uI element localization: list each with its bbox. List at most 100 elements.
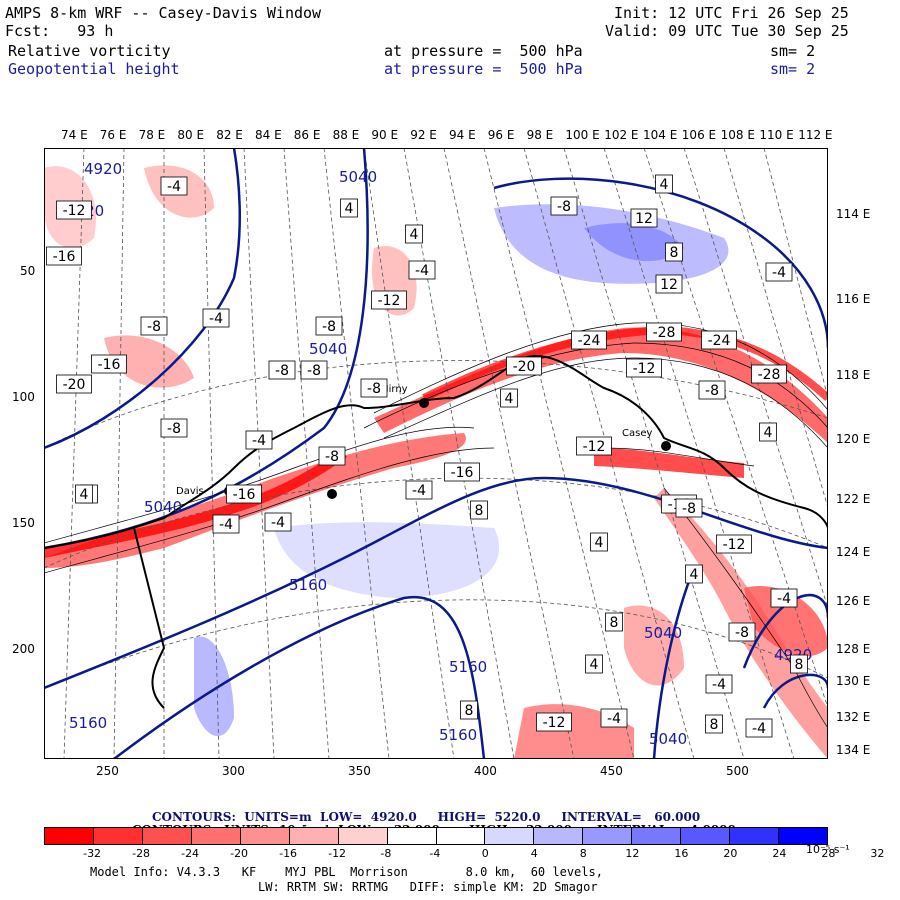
top-lon-label: 100 E: [565, 128, 600, 142]
right-lon-label: 118 E: [836, 368, 871, 382]
vorticity-label-box: [600, 708, 628, 728]
plot-title: AMPS 8-km WRF -- Casey-Davis Window: [5, 4, 322, 22]
vorticity-label: -4: [271, 515, 285, 531]
model-info-line1: Model Info: V4.3.3 KF MYJ PBL Morrison 8…: [90, 865, 603, 879]
vorticity-label-box: [698, 380, 726, 400]
height-label: 5040: [649, 730, 687, 748]
vorticity-label-box: [300, 360, 328, 380]
vorticity-label-box: [655, 174, 673, 194]
field2-sm: sm= 2: [770, 60, 816, 78]
vorticity-label-box: [315, 316, 343, 336]
top-lon-label: 112 E: [798, 128, 833, 142]
left-tick-label: 50: [20, 264, 36, 278]
height-label: 5160: [289, 576, 327, 594]
top-lon-label: 106 E: [681, 128, 717, 142]
vorticity-label: -24: [708, 333, 731, 349]
vorticity-label: 4: [80, 487, 89, 503]
bottom-tick-label: 350: [348, 764, 371, 778]
colorbar-swatch: [681, 828, 731, 844]
top-lon-label: 98 E: [526, 128, 554, 142]
vorticity-label: -8: [322, 319, 336, 335]
colorbar-label: -16: [279, 847, 298, 860]
station-label-casey: Casey: [622, 428, 652, 439]
colorbar-swatch: [338, 828, 388, 844]
colorbar: [44, 827, 828, 845]
vorticity-label-box: [605, 612, 623, 632]
vorticity-label: 4: [690, 567, 699, 583]
height-low: LOW= 4920.0: [320, 810, 417, 824]
vorticity-label-box: [91, 354, 127, 374]
vorticity-label-box: [360, 378, 388, 398]
coastline: [44, 355, 828, 709]
vorticity-contours: [44, 322, 828, 729]
height-label: 5040: [339, 168, 377, 186]
vorticity-label: 8: [475, 503, 484, 519]
top-lon-label: 86 E: [293, 128, 321, 142]
vorticity-label-box: [264, 512, 292, 532]
right-lon-label: 128 E: [836, 642, 871, 656]
right-lon-label: 116 E: [836, 292, 871, 306]
vorticity-label: -4: [712, 677, 726, 693]
vorticity-label: -8: [325, 449, 339, 465]
colorbar-label: 16: [674, 847, 689, 860]
height-label: 5160: [439, 726, 477, 744]
vorticity-label-box: [340, 198, 358, 218]
colorbar-label: -24: [181, 847, 200, 860]
vorticity-label: -8: [167, 421, 181, 437]
vorticity-label: -16: [53, 249, 76, 265]
vorticity-label: -12: [583, 439, 606, 455]
top-lon-label: 76 E: [99, 128, 127, 142]
top-lon-label: 78 E: [138, 128, 166, 142]
field2-level: at pressure = 500 hPa: [384, 60, 583, 78]
valid-time: Valid: 09 UTC Tue 30 Sep 25: [605, 22, 849, 40]
bottom-tick-label: 300: [222, 764, 245, 778]
left-tick-label: 100: [12, 390, 35, 404]
colorbar-swatch: [485, 828, 535, 844]
colorbar-swatch: [436, 828, 486, 844]
vorticity-label-box: [716, 534, 752, 554]
colorbar-label: -20: [230, 847, 249, 860]
colorbar-swatch: [632, 828, 682, 844]
right-lon-label: 132 E: [836, 710, 871, 724]
vorticity-label: -4: [412, 483, 426, 499]
vorticity-label-box: [371, 290, 407, 310]
height-interval: INTERVAL= 60.000: [561, 810, 701, 824]
vorticity-label-box: [576, 436, 612, 456]
vorticity-label-box: [75, 484, 93, 504]
vorticity-label: -8: [682, 501, 696, 517]
vorticity-label-box: [790, 654, 808, 674]
vorticity-label-box: [56, 374, 92, 394]
height-label: 5040: [144, 498, 182, 516]
vorticity-label: 8: [610, 615, 619, 631]
vorticity-label: -4: [415, 263, 429, 279]
vorticity-label: 8: [465, 703, 474, 719]
height-contour-info: CONTOURS: UNITS=m LOW= 4920.0 HIGH= 5220…: [152, 798, 700, 824]
bottom-tick-label: 500: [726, 764, 749, 778]
vorticity-label: 4: [410, 227, 419, 243]
vorticity-label-box: [701, 330, 737, 350]
field1-level: at pressure = 500 hPa: [384, 42, 583, 60]
colorbar-label: -4: [429, 847, 441, 860]
vorticity-label: -8: [147, 319, 161, 335]
vorticity-label: 4: [345, 201, 354, 217]
right-lon-label: 126 E: [836, 594, 871, 608]
vorticity-label-box: [202, 308, 230, 328]
colorbar-label: 0: [481, 847, 489, 860]
colorbar-swatch: [534, 828, 584, 844]
colorbar-swatch: [191, 828, 241, 844]
vorticity-label-box: [140, 316, 168, 336]
vorticity-label-box: [405, 224, 423, 244]
vorticity-label: -12: [543, 715, 566, 731]
colorbar-label: 20: [723, 847, 738, 860]
field1-name: Relative vorticity: [8, 42, 171, 60]
model-info-line2: LW: RRTM SW: RRTMG DIFF: simple KM: 2D S…: [258, 880, 598, 894]
colorbar-label: 24: [772, 847, 787, 860]
right-lon-label: 134 E: [836, 743, 871, 757]
right-lon-label: 114 E: [836, 207, 871, 221]
vorticity-label-box: [46, 246, 82, 266]
vorticity-label: 4: [660, 177, 669, 193]
vorticity-label-box: [160, 418, 188, 438]
top-lon-label: 88 E: [332, 128, 360, 142]
colorbar-label: 8: [579, 847, 587, 860]
vorticity-label-box: [536, 712, 572, 732]
